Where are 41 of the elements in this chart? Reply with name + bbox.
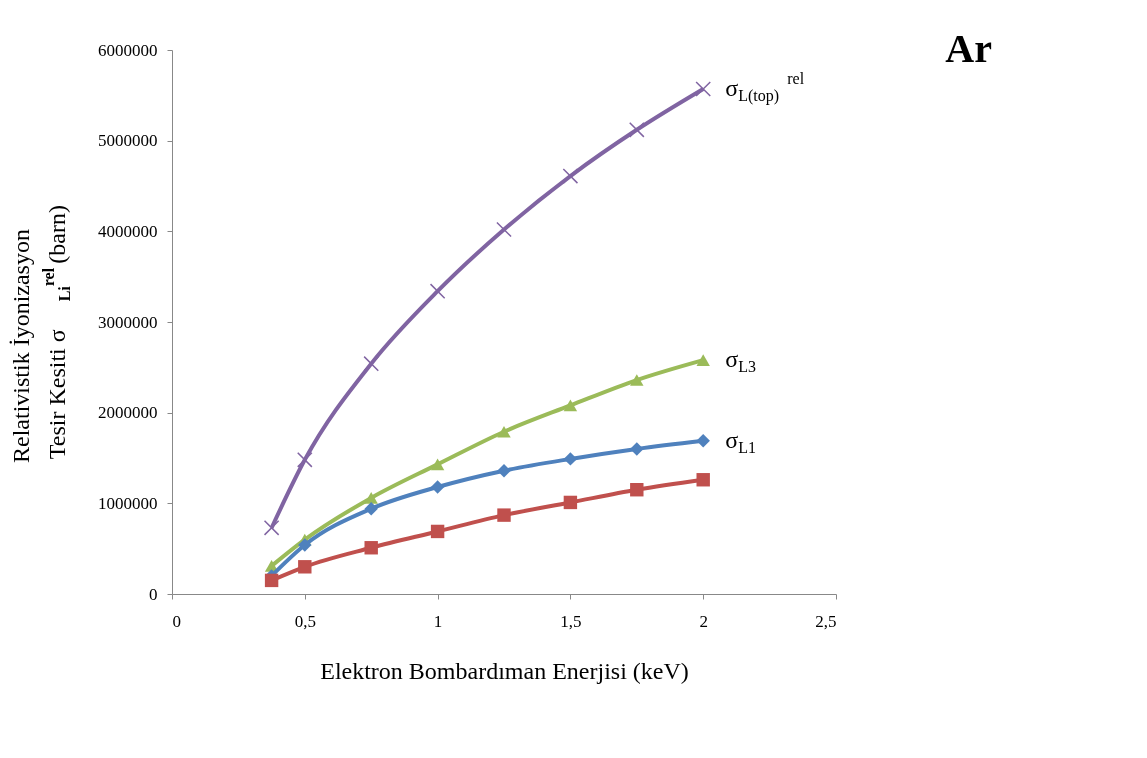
point [562, 168, 579, 184]
point [430, 480, 445, 494]
point [563, 399, 578, 412]
x-tick-label: 2,5 [815, 611, 837, 631]
point [630, 374, 644, 386]
point [563, 495, 578, 510]
point [364, 541, 378, 555]
x-tick-label: 1 [433, 611, 443, 631]
y-tick-label: 1000000 [98, 493, 158, 513]
y-tick-label: 4000000 [98, 221, 158, 241]
y-tick-label: 6000000 [98, 40, 158, 60]
point [497, 508, 511, 522]
text: Ar [945, 26, 992, 71]
point [696, 354, 710, 366]
point [497, 425, 511, 438]
point [364, 492, 378, 504]
point [298, 560, 312, 574]
point [695, 81, 712, 97]
point [630, 483, 644, 497]
point [263, 519, 280, 536]
x-tick-label: 0,5 [294, 611, 316, 631]
point [430, 458, 445, 471]
point [696, 434, 710, 448]
x-tick-label: 1,5 [560, 611, 582, 631]
y-tick-label: 5000000 [98, 131, 158, 151]
x-axis-title: Elektron Bombardıman Enerjisi (keV) [320, 657, 689, 684]
point [628, 121, 645, 138]
point [264, 573, 279, 588]
point [696, 473, 710, 487]
y-tick-label: 3000000 [98, 312, 158, 332]
x-tick-label: 2 [699, 611, 708, 631]
point [298, 538, 312, 552]
x-tick-label: 0 [172, 611, 181, 631]
point [364, 502, 378, 516]
point [430, 524, 445, 539]
point [630, 442, 644, 456]
point [296, 451, 313, 468]
y-tick-label: 0 [149, 584, 158, 604]
point [497, 463, 511, 478]
point [563, 452, 578, 466]
y-tick-label: 2000000 [98, 403, 158, 423]
